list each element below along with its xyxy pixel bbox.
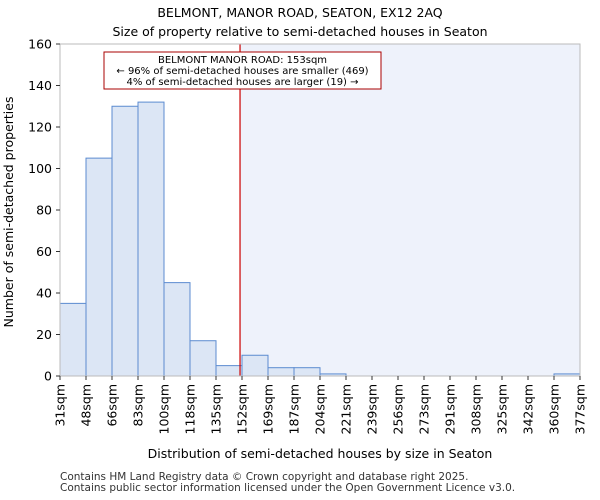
histogram-bar bbox=[85, 157, 113, 377]
y-tick-label: 120 bbox=[28, 120, 52, 135]
footer: Contains HM Land Registry data © Crown c… bbox=[60, 472, 515, 494]
x-tick-label: 325sqm bbox=[495, 384, 510, 434]
y-tick-label: 20 bbox=[36, 327, 52, 342]
x-tick-label: 256sqm bbox=[391, 384, 406, 434]
annotation-smaller-text: ← 96% of semi-detached houses are smalle… bbox=[116, 66, 368, 77]
histogram-bar bbox=[163, 282, 191, 377]
x-axis: 31sqm 48sqm 66sqm 83sqm 100sqm 118sqm 135sqm 15… bbox=[53, 376, 588, 434]
x-tick-label: 239sqm bbox=[365, 384, 380, 434]
y-tick-label: 40 bbox=[36, 286, 52, 301]
histogram-bar bbox=[189, 340, 217, 377]
histogram-bar bbox=[111, 105, 139, 377]
annotation-label: BELMONT MANOR ROAD: 153sqm bbox=[158, 55, 327, 66]
histogram-bar bbox=[137, 101, 165, 377]
footer-line-1: Contains HM Land Registry data © Crown c… bbox=[60, 471, 469, 483]
chart-subtitle: Size of property relative to semi-detach… bbox=[112, 24, 488, 39]
x-tick-label: 100sqm bbox=[157, 384, 172, 434]
histogram-bar bbox=[241, 354, 269, 377]
x-tick-label: 360sqm bbox=[547, 384, 562, 434]
annotation-larger-text: 4% of semi-detached houses are larger (1… bbox=[126, 77, 358, 88]
x-tick-label: 31sqm bbox=[53, 384, 68, 427]
y-axis-label: Number of semi-detached properties bbox=[1, 97, 16, 328]
x-tick-label: 204sqm bbox=[313, 384, 328, 434]
y-axis: 0 20 40 60 80 100 120 140 160 bbox=[28, 37, 60, 384]
annotation-box bbox=[103, 51, 382, 90]
x-tick-label: 66sqm bbox=[105, 384, 120, 427]
y-tick-label: 140 bbox=[28, 78, 52, 93]
x-tick-label: 377sqm bbox=[573, 384, 588, 434]
x-tick-label: 135sqm bbox=[209, 384, 224, 434]
y-tick-label: 80 bbox=[36, 203, 52, 218]
x-tick-label: 118sqm bbox=[183, 384, 198, 434]
larger-region-shading bbox=[240, 44, 580, 376]
x-tick-label: 308sqm bbox=[469, 384, 484, 434]
x-tick-label: 187sqm bbox=[287, 384, 302, 434]
y-tick-label: 160 bbox=[28, 37, 52, 52]
marker-annotation: BELMONT MANOR ROAD: 153sqm ← 96% of semi… bbox=[103, 51, 382, 90]
histogram-bar bbox=[59, 302, 87, 377]
histogram-bar bbox=[215, 365, 243, 377]
x-tick-label: 48sqm bbox=[79, 384, 94, 427]
x-tick-label: 342sqm bbox=[521, 384, 536, 434]
x-tick-label: 273sqm bbox=[417, 384, 432, 434]
histogram-bar bbox=[267, 367, 295, 377]
x-tick-label: 221sqm bbox=[339, 384, 354, 434]
footer-line-2: Contains public sector information licen… bbox=[60, 482, 516, 494]
x-axis-label: Distribution of semi-detached houses by … bbox=[148, 446, 493, 461]
chart-title: BELMONT, MANOR ROAD, SEATON, EX12 2AQ bbox=[157, 5, 443, 20]
histogram-bar bbox=[293, 367, 321, 377]
x-tick-label: 291sqm bbox=[443, 384, 458, 434]
y-tick-label: 60 bbox=[36, 244, 52, 259]
y-tick-label: 0 bbox=[44, 369, 52, 384]
y-tick-label: 100 bbox=[28, 161, 52, 176]
bars-group bbox=[59, 101, 581, 377]
x-tick-label: 83sqm bbox=[131, 384, 146, 427]
x-tick-label: 152sqm bbox=[235, 384, 250, 434]
chart-title-block: BELMONT, MANOR ROAD, SEATON, EX12 2AQ Si… bbox=[0, 3, 600, 41]
x-tick-label: 169sqm bbox=[261, 384, 276, 434]
